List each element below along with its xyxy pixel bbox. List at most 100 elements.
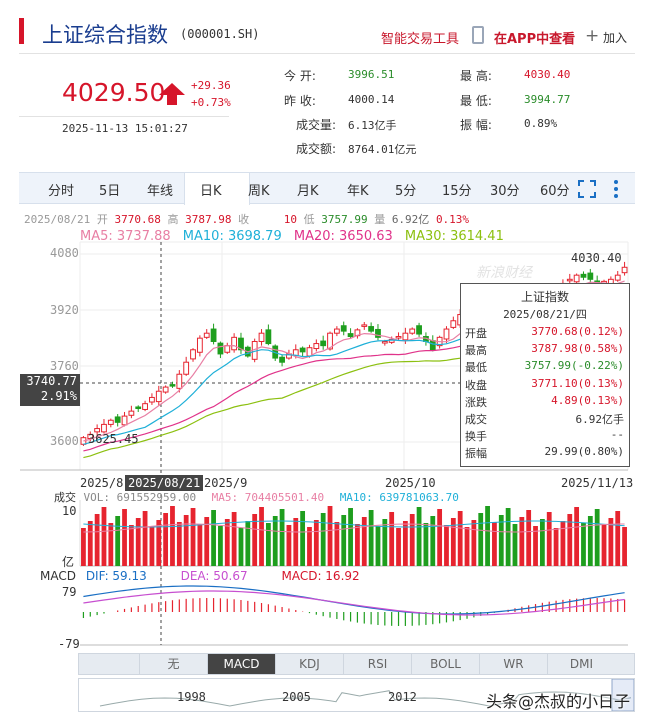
volume-bar [170, 506, 175, 566]
candle-body [299, 347, 306, 353]
indicator-tab-boll[interactable]: BOLL [411, 654, 479, 674]
macd-histogram-bar [123, 608, 126, 612]
candle-body [135, 406, 142, 409]
macd-histogram-bar [165, 601, 167, 612]
macd-histogram-bar [233, 599, 235, 612]
ma10-legend: MA10: 3698.79 [182, 229, 282, 244]
macd-histogram-bar [343, 612, 345, 621]
tooltip-row-key: 振幅 [465, 447, 487, 461]
volume-bar [238, 528, 244, 566]
tooltip-row: 涨跌 4.89(0.13%) [461, 394, 629, 409]
overview-year-2012: 2012 [388, 690, 417, 704]
indicator-tab-rsi[interactable]: RSI [343, 654, 411, 674]
candle-body [128, 410, 135, 416]
overview-frame[interactable] [78, 678, 635, 712]
macd-histogram-bar [247, 600, 249, 612]
quote-divider [19, 116, 229, 117]
candle-body [258, 332, 265, 342]
candle-body [231, 336, 238, 351]
tooltip-row: 最高 3787.98(0.58%) [461, 342, 629, 357]
volume-bar [348, 508, 353, 566]
x-tick-0: 2025/8 [80, 476, 124, 490]
volume-bar [485, 506, 490, 566]
tooltip-row-key: 收盘 [465, 378, 487, 392]
tab-15min[interactable]: 15分 [442, 184, 472, 199]
volume-bar [327, 506, 333, 566]
macd-histogram-bar [281, 607, 283, 612]
candle-body [368, 326, 375, 332]
smart-trade-tools-link[interactable]: 智能交易工具 [381, 32, 460, 47]
candle-body [333, 328, 340, 334]
plus-icon[interactable]: + [585, 26, 600, 46]
indicator-tab-wr[interactable]: WR [479, 654, 547, 674]
volume-bar [313, 520, 319, 566]
volume-bar [416, 507, 422, 566]
macd-histogram-bar [610, 598, 612, 612]
candle-body [203, 332, 210, 338]
indicator-tabs: 无 MACD KDJ RSI BOLL WR DMI [78, 653, 635, 675]
add-watchlist-button[interactable]: 加入 [603, 31, 628, 45]
candle-body [183, 361, 190, 375]
macd-histogram-bar [617, 598, 619, 612]
low-label: 最 低: [460, 94, 492, 108]
volume-bar [567, 514, 573, 566]
view-in-app-link[interactable]: 在APP中查看 [494, 32, 576, 47]
volume-bar [101, 507, 107, 566]
volume-bars [81, 506, 627, 566]
volume-bar [457, 511, 463, 566]
tab-5min[interactable]: 5分 [395, 184, 417, 199]
tooltip-row: 换手 -- [461, 428, 629, 443]
tab-daily-k[interactable]: 日K [200, 184, 222, 199]
candle-body [101, 423, 107, 433]
tab-intraday[interactable]: 分时 [48, 184, 75, 199]
tab-60min[interactable]: 60分 [540, 184, 570, 199]
tooltip-row: 收盘 3771.10(0.13%) [461, 377, 629, 392]
tooltip-row-value: 3757.99(-0.22%) [524, 359, 624, 373]
volume-bar [341, 515, 347, 566]
volume-bar [149, 527, 155, 566]
info-pct: 0.13% [435, 213, 470, 226]
open-label: 今 开: [284, 69, 316, 83]
info-open-label: 开 [96, 213, 108, 226]
more-menu-icon[interactable] [613, 179, 619, 199]
macd-histogram-bar [206, 598, 208, 612]
volume-bar [259, 507, 264, 566]
macd-histogram-bar [596, 598, 598, 612]
candle-body [155, 390, 162, 403]
macd-histogram-bar [151, 603, 153, 612]
volume-bar [622, 527, 627, 566]
macd-legend-label: MACD [40, 569, 76, 583]
fullscreen-icon[interactable] [578, 180, 596, 198]
macd-histogram-bar [130, 607, 132, 612]
info-date: 2025/08/21 [24, 213, 91, 226]
macd-histogram-bar [439, 612, 441, 624]
tab-monthly-k[interactable]: 月K [297, 184, 319, 199]
header-divider [19, 53, 635, 54]
candle-body [573, 274, 580, 283]
info-low-label: 低 [303, 213, 315, 226]
tooltip-row-value: 4.89(0.13%) [551, 393, 624, 407]
indicator-tab-kdj[interactable]: KDJ [275, 654, 343, 674]
tab-weekly-k[interactable]: 周K [248, 184, 270, 199]
period-tabs: 分时 5日 年线 日K 周K 月K 年K 5分 15分 30分 60分 [19, 172, 635, 205]
macd-histogram-bar [89, 612, 91, 617]
tooltip-row-value: 29.99(0.80%) [544, 445, 624, 459]
vol-legend-ma10: MA10: 639781063.70 [339, 491, 459, 504]
macd-histogram-bar [96, 612, 98, 616]
tab-yearly-k[interactable]: 年K [347, 184, 369, 199]
candle-body [402, 332, 409, 341]
macd-histogram-bar [260, 603, 263, 612]
volume-ma10-line [83, 520, 625, 528]
tab-5day[interactable]: 5日 [99, 184, 121, 199]
indicator-tab-dmi[interactable]: DMI [547, 654, 615, 674]
candle-body [238, 337, 244, 351]
macd-axis-top: 79 [62, 585, 77, 599]
vol-axis-unit: 亿 [62, 555, 75, 569]
indicator-tab-macd[interactable]: MACD [207, 654, 275, 674]
tab-year-line[interactable]: 年线 [147, 184, 174, 199]
tab-30min[interactable]: 30分 [490, 184, 520, 199]
macd-histogram-bar [562, 599, 564, 612]
candle-body [149, 396, 155, 403]
indicator-tab-none[interactable]: 无 [139, 654, 207, 674]
macd-histogram-bar [569, 599, 571, 612]
